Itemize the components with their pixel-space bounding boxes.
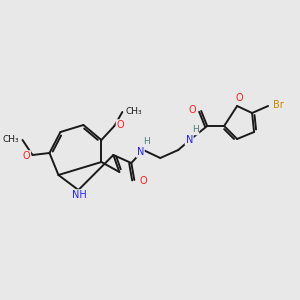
Text: CH₃: CH₃ [125,106,142,116]
Text: H: H [143,137,150,146]
Text: O: O [140,176,147,186]
Text: O: O [188,105,196,115]
Text: N: N [185,135,193,145]
Text: N: N [136,147,144,157]
Text: O: O [235,93,243,103]
Text: NH: NH [72,190,87,200]
Text: O: O [116,120,124,130]
Text: CH₃: CH₃ [2,134,19,143]
Text: H: H [192,125,199,134]
Text: Br: Br [273,100,283,110]
Text: O: O [23,151,30,161]
